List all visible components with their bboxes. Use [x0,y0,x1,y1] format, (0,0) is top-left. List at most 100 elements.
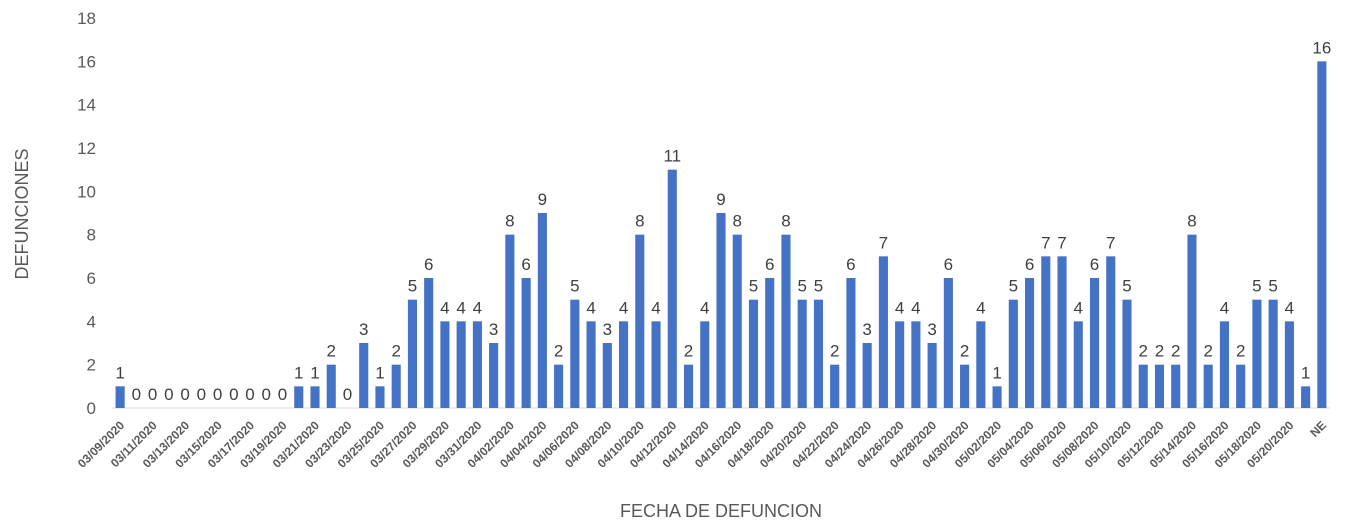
bar [1187,234,1197,408]
data-label: 9 [716,190,725,209]
bar [1219,321,1229,408]
data-label: 3 [927,320,936,339]
bar [456,321,466,408]
bar [375,386,385,408]
data-label: 7 [1057,233,1066,252]
data-label: 0 [197,385,206,404]
data-label: 4 [619,298,628,317]
data-label: 3 [489,320,498,339]
data-label: 2 [554,342,563,361]
bar [1008,299,1018,408]
bar [765,278,775,408]
data-label: 2 [327,342,336,361]
data-label: 5 [797,277,806,296]
bar [960,364,970,408]
bar [115,386,125,408]
data-label: 1 [294,363,303,382]
bar [294,386,304,408]
bar [554,364,564,408]
data-label: 2 [1171,342,1180,361]
data-label: 6 [424,255,433,274]
bar [521,278,531,408]
data-label: 2 [1236,342,1245,361]
y-tick-label: 18 [77,9,96,28]
bar [391,364,401,408]
bar [570,299,580,408]
data-label: 4 [1074,298,1083,317]
x-axis-title: FECHA DE DEFUNCION [620,501,822,521]
data-label: 3 [359,320,368,339]
bar [1073,321,1083,408]
x-tick-label: NE [1307,418,1329,440]
bar [489,343,499,408]
y-tick-label: 12 [77,139,96,158]
bar [472,321,482,408]
data-label: 1 [992,363,1001,382]
bar [310,386,320,408]
bar [716,213,726,408]
bar [862,343,872,408]
data-label: 8 [1187,212,1196,231]
bar [1236,364,1246,408]
data-label: 0 [164,385,173,404]
data-label: 5 [408,277,417,296]
bar [1203,364,1213,408]
data-label: 4 [911,298,920,317]
data-label: 5 [1268,277,1277,296]
bar [537,213,547,408]
bar [651,321,661,408]
bar [895,321,905,408]
data-label: 0 [229,385,238,404]
bar [602,343,612,408]
data-label: 5 [749,277,758,296]
data-label: 4 [700,298,709,317]
bar [1317,61,1327,408]
data-label: 7 [879,233,888,252]
bar [1089,278,1100,408]
data-label: 2 [391,342,400,361]
data-label: 4 [456,298,465,317]
bar [878,256,888,408]
y-tick-label: 10 [77,182,96,201]
data-label: 4 [440,298,449,317]
bar [1041,256,1051,408]
data-label: 2 [1155,342,1164,361]
bar [1057,256,1067,408]
bar [1138,364,1148,408]
data-label: 8 [505,212,514,231]
y-tick-label: 2 [87,356,96,375]
data-label: 2 [960,342,969,361]
data-label: 0 [180,385,189,404]
data-label: 11 [663,147,681,166]
bar [505,234,515,408]
bar [1154,364,1165,408]
bar [359,343,369,408]
bar [1252,299,1262,408]
bar [440,321,450,408]
data-label: 8 [733,212,742,231]
data-label: 3 [603,320,612,339]
y-tick-label: 16 [77,52,96,71]
bar [635,234,645,408]
data-label: 0 [132,385,141,404]
data-label: 16 [1312,38,1331,57]
data-label: 2 [1203,342,1212,361]
data-label: 5 [1122,277,1131,296]
data-label: 2 [1139,342,1148,361]
x-axis-ticks: 03/09/202003/11/202003/13/202003/15/2020… [75,418,1329,471]
y-tick-label: 6 [87,269,96,288]
bar [992,386,1002,408]
data-label: 2 [830,342,839,361]
bar [781,234,791,408]
bar [424,278,434,408]
data-label: 5 [570,277,579,296]
data-label: 0 [278,385,287,404]
data-label: 6 [846,255,855,274]
bar [667,169,677,408]
bar [700,321,710,408]
data-label: 5 [1252,277,1261,296]
data-label: 7 [1106,233,1115,252]
data-label: 1 [1301,363,1310,382]
y-tick-label: 14 [77,96,96,115]
